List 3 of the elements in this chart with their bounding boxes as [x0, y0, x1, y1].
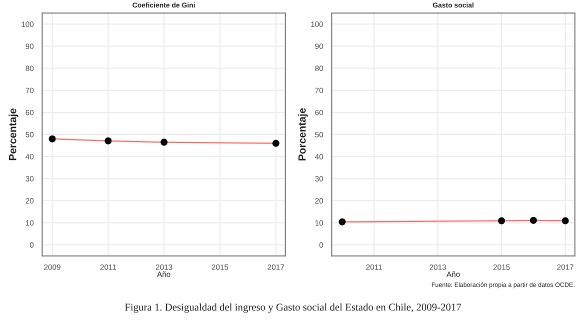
y-axis-title: Porcentaje [298, 108, 308, 160]
text: Figura 1. Desigualdad del ingreso y Gasto social del Estado en Chile, 2009-2017 [124, 303, 462, 313]
y-axis-title: Percentaje [8, 108, 18, 160]
